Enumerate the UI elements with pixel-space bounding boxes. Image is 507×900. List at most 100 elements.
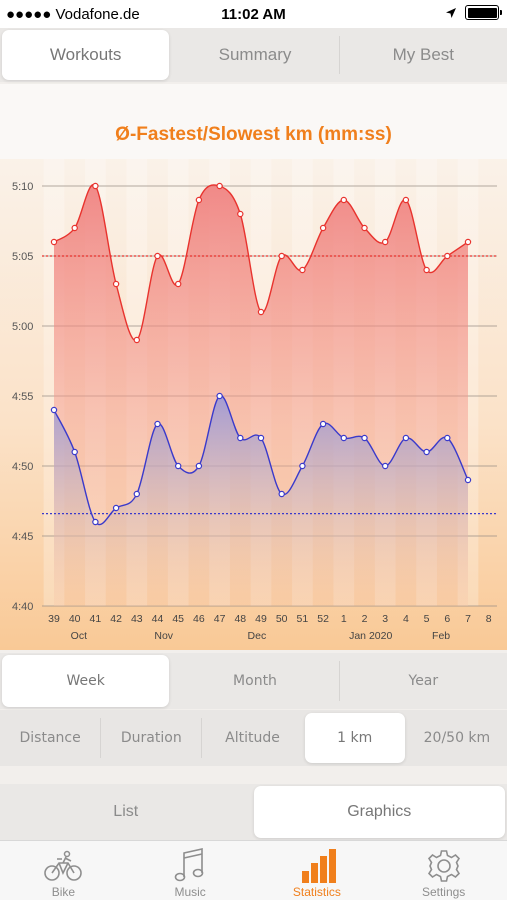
pace-chart: 5:105:055:004:554:504:454:40 39 40 41 42 43 4… <box>0 84 507 650</box>
data-point <box>423 448 430 456</box>
view-segmented-control: List Graphics <box>0 784 507 840</box>
bar-chart-icon <box>301 849 336 883</box>
y-tick-label: 4:55 <box>12 391 33 403</box>
tab-20-50km[interactable]: 20/50 km <box>423 730 491 746</box>
data-point <box>133 336 140 344</box>
tab-list[interactable]: List <box>113 803 139 820</box>
y-tick-label: 4:45 <box>12 531 33 543</box>
y-tick-label: 4:40 <box>12 601 33 613</box>
month-label: Jan 2020 <box>349 630 392 642</box>
top-segmented-control: Workouts Summary My Best <box>0 28 507 82</box>
bicycle-icon <box>44 850 83 881</box>
divider <box>338 661 340 701</box>
series-area <box>54 395 468 606</box>
data-point <box>299 462 306 470</box>
tabbar-statistics[interactable]: Statistics <box>254 841 381 900</box>
tab-distance[interactable]: Distance <box>19 730 81 746</box>
divider <box>338 36 340 74</box>
data-point <box>92 182 99 190</box>
tab-year[interactable]: Year <box>408 673 439 689</box>
tab-month[interactable]: Month <box>233 673 277 689</box>
data-point <box>92 518 99 526</box>
data-point <box>71 448 78 456</box>
data-point <box>174 462 182 470</box>
location-arrow-icon <box>446 7 456 18</box>
data-point <box>444 434 451 442</box>
data-point <box>382 238 389 246</box>
tab-altitude[interactable]: Altitude <box>225 730 280 746</box>
x-tick-label: 39 <box>48 613 60 625</box>
x-tick-label: 41 <box>90 613 102 625</box>
x-tick-label: 7 <box>465 613 471 625</box>
data-point <box>361 434 368 442</box>
x-tick-label: 40 <box>69 613 81 625</box>
bottom-tab-bar: Bike Music Statistics Settings <box>0 840 507 900</box>
tab-workouts[interactable]: Workouts <box>2 30 170 80</box>
divider <box>100 718 102 758</box>
tab-summary[interactable]: Summary <box>218 45 292 64</box>
data-point <box>257 308 265 316</box>
data-point <box>216 392 223 400</box>
y-tick-label: 5:10 <box>12 181 33 193</box>
x-tick-label: 48 <box>234 613 246 625</box>
data-point <box>237 210 244 218</box>
x-tick-label: 2 <box>362 613 368 625</box>
data-point <box>464 238 472 246</box>
tab-duration[interactable]: Duration <box>120 730 182 746</box>
x-tick-label: 43 <box>131 613 143 625</box>
data-point <box>154 252 161 260</box>
data-point <box>112 280 120 288</box>
x-tick-label: 49 <box>255 613 267 625</box>
data-point <box>382 462 389 470</box>
y-tick-label: 4:50 <box>12 461 33 473</box>
data-point <box>278 252 285 260</box>
month-label: Feb <box>432 630 450 642</box>
data-point <box>133 490 140 498</box>
data-point <box>154 420 161 428</box>
data-point <box>237 434 244 442</box>
data-point <box>195 462 203 470</box>
divider <box>201 718 203 758</box>
y-tick-label: 5:00 <box>12 321 33 333</box>
data-point <box>402 196 410 204</box>
series-line <box>53 183 469 341</box>
x-tick-label: 5 <box>424 613 430 625</box>
data-point <box>50 406 58 414</box>
x-tick-label: 6 <box>444 613 450 625</box>
x-tick-label: 45 <box>172 613 184 625</box>
data-point <box>299 266 306 274</box>
tabbar-settings[interactable]: Settings <box>380 841 507 900</box>
data-point <box>340 196 347 204</box>
data-point <box>340 434 347 442</box>
clock: 11:02 AM <box>221 6 286 23</box>
data-point <box>361 224 368 232</box>
data-point <box>319 224 327 232</box>
data-point <box>71 224 78 232</box>
x-tick-label: 50 <box>276 613 288 625</box>
data-point <box>112 504 120 512</box>
x-tick-label: 3 <box>382 613 388 625</box>
music-note-icon <box>174 848 204 882</box>
battery-icon <box>465 5 502 20</box>
tabbar-bike[interactable]: Bike <box>0 841 127 900</box>
chart-title: Ø-Fastest/Slowest km (mm:ss) <box>115 124 392 145</box>
data-point <box>195 196 203 204</box>
tab-1km[interactable]: 1 km <box>304 713 405 763</box>
x-tick-label: 4 <box>403 613 409 625</box>
x-tick-label: 44 <box>152 613 164 625</box>
data-point <box>174 280 182 288</box>
tabbar-music[interactable]: Music <box>127 841 254 900</box>
x-tick-label: 1 <box>341 613 347 625</box>
data-point <box>402 434 410 442</box>
x-tick-label: 42 <box>110 613 122 625</box>
x-tick-label: 51 <box>297 613 309 625</box>
month-label: Dec <box>248 630 267 642</box>
x-tick-label: 52 <box>317 613 329 625</box>
y-tick-label: 5:05 <box>12 251 33 263</box>
tab-graphics[interactable]: Graphics <box>253 786 505 838</box>
data-point <box>278 490 285 498</box>
x-tick-label: 8 <box>486 613 492 625</box>
tab-week[interactable]: Week <box>2 655 170 707</box>
data-point <box>257 434 265 442</box>
tab-my-best[interactable]: My Best <box>392 45 455 64</box>
